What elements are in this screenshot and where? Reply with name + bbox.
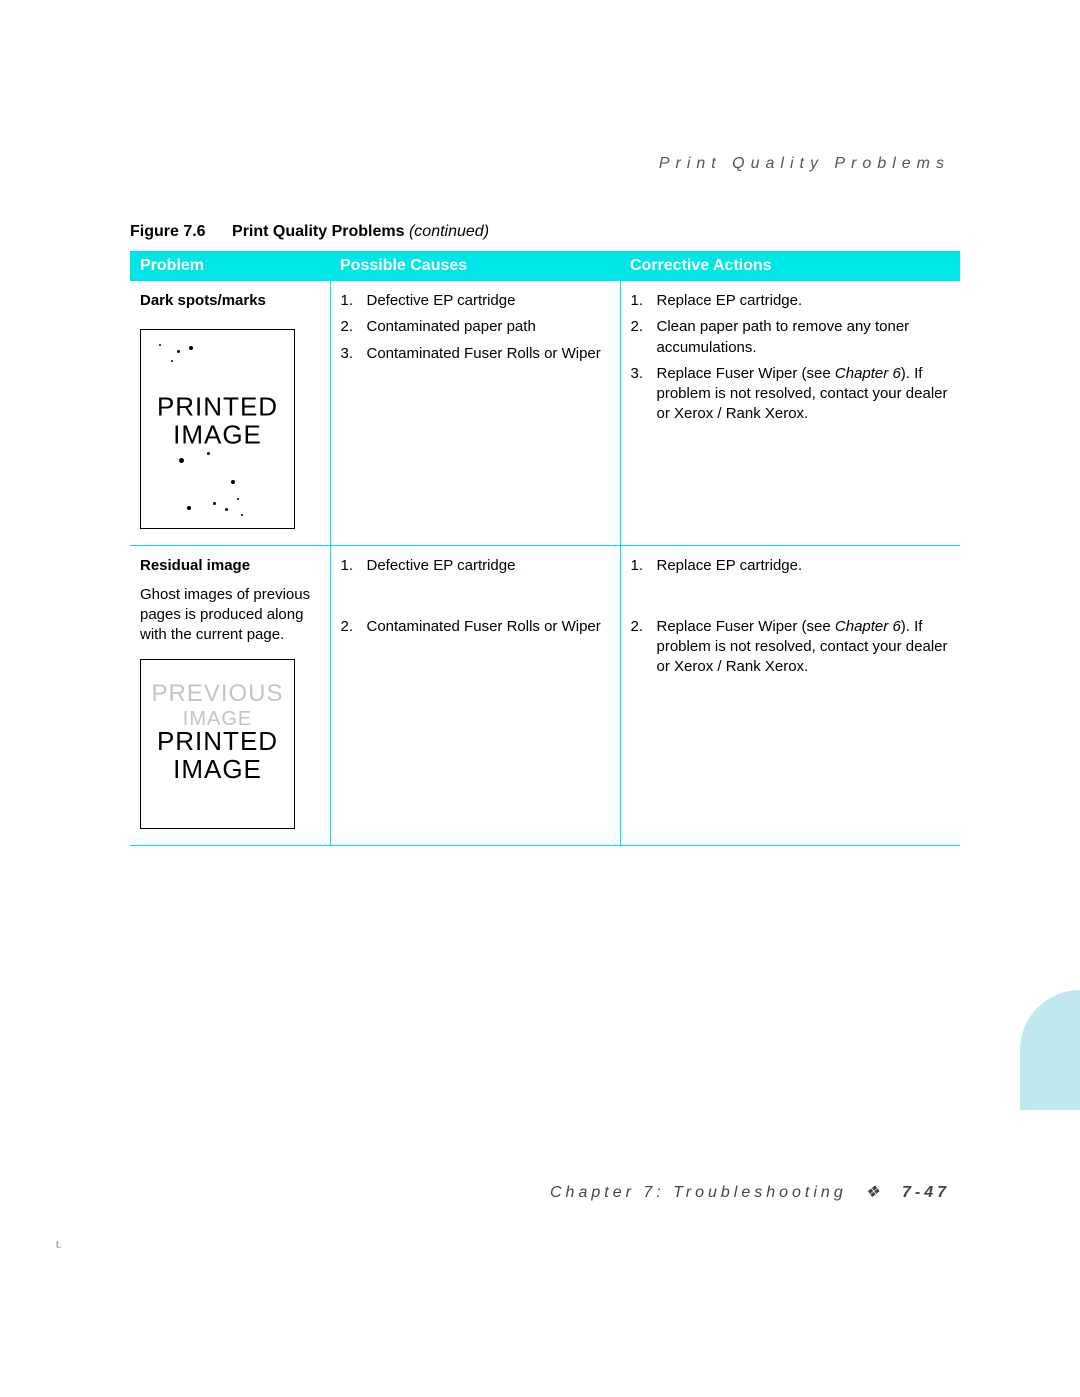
figure-title: Print Quality Problems (continued) (232, 223, 489, 240)
list-number: 1. (631, 556, 657, 576)
table-row: Residual image Ghost images of previous p… (130, 546, 960, 846)
list-item: 3.Contaminated Fuser Rolls or Wiper (341, 344, 610, 364)
list-item: 2.Contaminated paper path (341, 317, 610, 337)
list-item: 2.Replace Fuser Wiper (see Chapter 6). I… (631, 617, 951, 678)
cell-actions: 1.Replace EP cartridge.2.Clean paper pat… (620, 281, 960, 546)
page-content: Print Quality Problems Figure 7.6 Print … (130, 155, 960, 846)
list-text: Contaminated Fuser Rolls or Wiper (367, 344, 610, 364)
numbered-list: 1.Defective EP cartridge 2.Contaminated F… (341, 556, 610, 637)
cell-causes: 1.Defective EP cartridge2.Contaminated p… (330, 281, 620, 546)
list-number: 3. (631, 364, 657, 425)
list-number: 1. (341, 291, 367, 311)
problem-title: Dark spots/marks (140, 291, 320, 311)
col-header-problem: Problem (130, 251, 330, 281)
figure-title-text: Print Quality Problems (232, 223, 404, 240)
list-number: 1. (631, 291, 657, 311)
list-text: Replace EP cartridge. (657, 556, 951, 576)
footer-bullet-icon: ❖ (865, 1184, 883, 1201)
list-item: 1.Replace EP cartridge. (631, 556, 951, 576)
page-footer: Chapter 7: Troubleshooting ❖ 7-47 (130, 1182, 960, 1202)
numbered-list: 1.Defective EP cartridge2.Contaminated p… (341, 291, 610, 364)
list-number: 3. (341, 344, 367, 364)
cell-actions: 1.Replace EP cartridge. 2.Replace Fuser W… (620, 546, 960, 846)
list-item: 1.Replace EP cartridge. (631, 291, 951, 311)
table-row: Dark spots/marksPRINTEDIMAGE1.Defective … (130, 281, 960, 546)
list-item: 2.Contaminated Fuser Rolls or Wiper (341, 617, 610, 637)
table-header-row: Problem Possible Causes Corrective Actio… (130, 251, 960, 281)
list-item: 2.Clean paper path to remove any toner a… (631, 317, 951, 358)
footer-chapter: Chapter 7: Troubleshooting (550, 1184, 847, 1201)
cell-causes: 1.Defective EP cartridge 2.Contaminated F… (330, 546, 620, 846)
figure-caption: Figure 7.6 Print Quality Problems (conti… (130, 223, 960, 241)
list-text: Contaminated Fuser Rolls or Wiper (367, 617, 610, 637)
list-number: 2. (341, 617, 367, 637)
footer-page-number: 7-47 (902, 1184, 950, 1201)
list-item: 1.Defective EP cartridge (341, 291, 610, 311)
list-text: Replace Fuser Wiper (see Chapter 6). If … (657, 617, 951, 678)
list-text: Defective EP cartridge (367, 556, 610, 576)
figure-label: Figure 7.6 (130, 223, 206, 240)
list-text: Clean paper path to remove any toner acc… (657, 317, 951, 358)
list-text: Contaminated paper path (367, 317, 610, 337)
cell-problem: Dark spots/marks PRINTEDIMAGE (130, 281, 330, 546)
problem-title: Residual image (140, 556, 320, 576)
list-number: 2. (631, 317, 657, 358)
tiny-annotation: t. (56, 1240, 62, 1251)
list-text: Replace EP cartridge. (657, 291, 951, 311)
cell-problem: Residual image Ghost images of previous p… (130, 546, 330, 846)
illustration-dark-spots: PRINTEDIMAGE (140, 329, 295, 529)
list-number: 2. (341, 317, 367, 337)
col-header-causes: Possible Causes (330, 251, 620, 281)
list-text: Defective EP cartridge (367, 291, 610, 311)
section-header: Print Quality Problems (130, 155, 960, 173)
troubleshooting-table: Problem Possible Causes Corrective Actio… (130, 251, 960, 846)
list-number: 1. (341, 556, 367, 576)
numbered-list: 1.Replace EP cartridge.2.Clean paper pat… (631, 291, 951, 425)
problem-description: Ghost images of previous pages is produc… (140, 585, 320, 646)
illustration-residual-image: PREVIOUSIMAGEPRINTEDIMAGE (140, 659, 295, 829)
col-header-actions: Corrective Actions (620, 251, 960, 281)
table-body: Dark spots/marksPRINTEDIMAGE1.Defective … (130, 281, 960, 846)
list-number: 2. (631, 617, 657, 678)
figure-continued: (continued) (409, 223, 489, 240)
list-item: 1.Defective EP cartridge (341, 556, 610, 576)
list-text: Replace Fuser Wiper (see Chapter 6). If … (657, 364, 951, 425)
list-item: 3.Replace Fuser Wiper (see Chapter 6). I… (631, 364, 951, 425)
numbered-list: 1.Replace EP cartridge. 2.Replace Fuser W… (631, 556, 951, 677)
page-tab-icon (1020, 990, 1080, 1110)
